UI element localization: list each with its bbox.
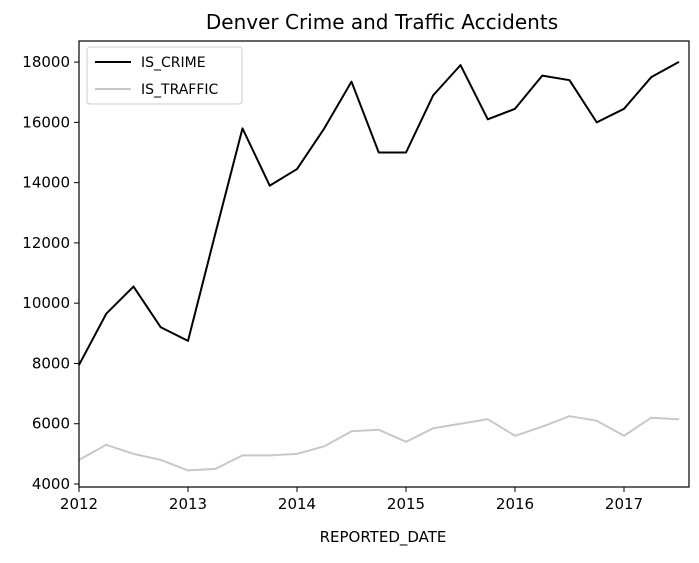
- x-tick-label-2014: 2014: [278, 495, 316, 513]
- data-point-is-crime-6: [241, 127, 244, 130]
- data-point-is-crime-1: [105, 312, 108, 315]
- data-point-is-crime-5: [214, 233, 217, 235]
- plot-frame: [78, 40, 690, 488]
- data-point-is-crime-9: [323, 127, 326, 130]
- data-point-is-traffic-16: [514, 434, 516, 437]
- series-line-is-traffic: [78, 415, 679, 472]
- data-point-is-traffic-19: [595, 419, 598, 422]
- data-point-is-crime-14: [459, 64, 462, 66]
- x-tick-label-2012: 2012: [60, 495, 98, 513]
- series-line-is-crime: [78, 61, 679, 366]
- y-tick-label-16000: 16000: [22, 113, 70, 131]
- data-point-is-traffic-20: [623, 434, 625, 437]
- data-point-is-crime-21: [650, 76, 653, 78]
- data-point-is-crime-19: [595, 121, 598, 124]
- data-point-is-crime-10: [350, 80, 353, 83]
- y-axis: 4000 6000 8000 10000 12000 14000 16000 18000: [22, 53, 79, 493]
- data-point-is-traffic-15: [486, 418, 489, 421]
- data-point-is-crime-11: [377, 151, 380, 154]
- y-tick-label-18000: 18000: [22, 53, 70, 71]
- x-axis-label: REPORTED_DATE: [320, 528, 447, 547]
- data-point-is-crime-2: [132, 285, 135, 288]
- data-point-is-crime-4: [187, 340, 189, 342]
- x-tick-label-2013: 2013: [169, 495, 207, 513]
- data-point-is-crime-22: [677, 61, 680, 63]
- data-point-is-traffic-22: [677, 418, 680, 421]
- y-tick-label-12000: 12000: [22, 234, 70, 252]
- data-point-is-traffic-14: [459, 422, 462, 425]
- x-tick-label-2016: 2016: [496, 495, 534, 513]
- data-point-is-crime-13: [432, 94, 435, 97]
- y-tick-label-4000: 4000: [32, 475, 70, 493]
- data-point-is-traffic-11: [377, 428, 380, 431]
- data-point-is-crime-20: [623, 108, 625, 110]
- series-layer: [78, 61, 680, 472]
- data-point-is-traffic-6: [241, 454, 244, 457]
- data-point-is-traffic-1: [105, 444, 108, 446]
- data-point-is-traffic-18: [568, 415, 571, 417]
- data-point-is-traffic-5: [214, 468, 217, 470]
- chart-title: Denver Crime and Traffic Accidents: [206, 10, 558, 34]
- data-point-is-traffic-7: [268, 454, 271, 457]
- data-point-is-traffic-21: [650, 416, 653, 419]
- x-tick-label-2017: 2017: [605, 495, 643, 513]
- y-tick-label-10000: 10000: [22, 294, 70, 312]
- data-point-is-traffic-2: [132, 453, 135, 455]
- data-point-is-traffic-17: [541, 425, 544, 428]
- legend-label-is-crime: IS_CRIME: [141, 55, 206, 71]
- data-point-is-traffic-8: [296, 453, 298, 455]
- data-point-is-crime-15: [486, 118, 489, 121]
- data-point-is-crime-12: [405, 151, 407, 154]
- data-point-is-traffic-12: [405, 441, 407, 443]
- x-tick-label-2015: 2015: [387, 495, 425, 513]
- x-axis: 2012 2013 2014 2015 2016 2017: [60, 487, 643, 513]
- data-point-is-crime-3: [159, 326, 162, 329]
- y-tick-label-6000: 6000: [32, 415, 70, 433]
- data-point-is-traffic-9: [323, 445, 326, 448]
- y-tick-label-8000: 8000: [32, 354, 70, 372]
- legend: IS_CRIME IS_TRAFFIC: [86, 46, 243, 105]
- data-point-is-traffic-3: [159, 459, 162, 461]
- data-point-is-crime-18: [568, 79, 571, 81]
- data-point-is-crime-16: [514, 108, 516, 110]
- data-point-is-traffic-10: [350, 430, 353, 433]
- legend-label-is-traffic: IS_TRAFFIC: [141, 82, 219, 98]
- data-point-is-crime-8: [296, 168, 298, 170]
- data-point-is-traffic-4: [187, 469, 189, 472]
- data-point-is-crime-17: [541, 74, 544, 77]
- data-point-is-traffic-13: [432, 427, 435, 430]
- y-tick-label-14000: 14000: [22, 174, 70, 192]
- data-point-is-crime-7: [268, 184, 271, 187]
